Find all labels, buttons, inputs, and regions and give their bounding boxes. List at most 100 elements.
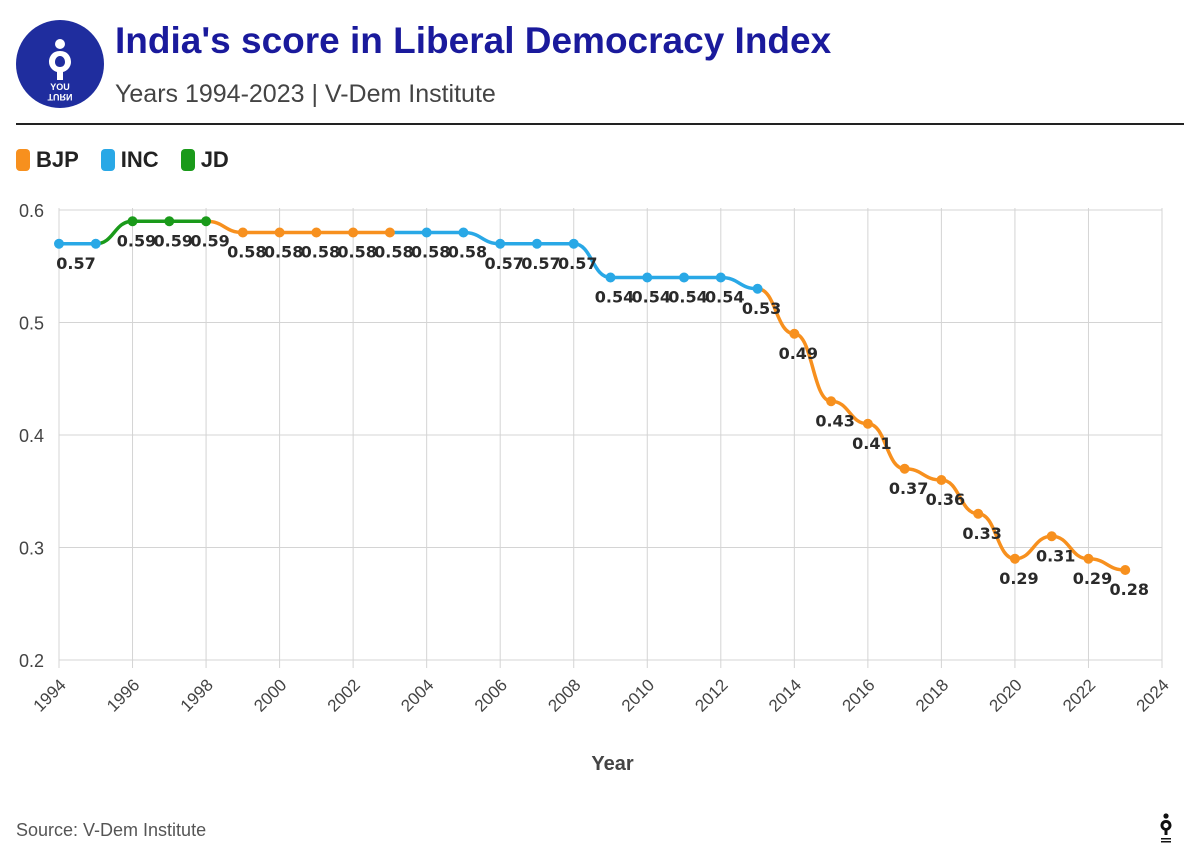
data-label: 0.54 bbox=[595, 288, 634, 307]
x-tick-label: 2022 bbox=[1059, 675, 1099, 715]
data-point bbox=[54, 238, 64, 249]
legend-item-bjp: BJP bbox=[16, 147, 79, 173]
legend-swatch-bjp bbox=[16, 149, 30, 171]
series-line-segment bbox=[866, 422, 907, 471]
series-line-segment bbox=[976, 512, 1017, 561]
data-label: 0.33 bbox=[962, 524, 1001, 543]
x-tick-label: 2002 bbox=[324, 675, 364, 715]
x-tick-label: 2010 bbox=[618, 675, 658, 715]
youturn-logo: YOU TURN bbox=[16, 20, 104, 108]
header-divider bbox=[16, 123, 1184, 125]
data-point bbox=[642, 272, 653, 283]
data-point bbox=[1120, 565, 1131, 575]
y-tick-label: 0.4 bbox=[19, 426, 44, 446]
data-label: 0.59 bbox=[117, 231, 156, 250]
x-tick-label: 2012 bbox=[691, 675, 731, 715]
data-point bbox=[531, 238, 542, 249]
data-label: 0.43 bbox=[815, 411, 854, 430]
y-tick-label: 0.3 bbox=[19, 539, 44, 559]
data-point bbox=[973, 508, 984, 519]
legend-swatch-jd bbox=[180, 149, 195, 171]
data-point bbox=[311, 227, 322, 238]
data-point bbox=[936, 475, 947, 485]
data-point bbox=[421, 227, 432, 238]
data-point bbox=[752, 283, 763, 294]
y-tick-label: 0.5 bbox=[19, 314, 44, 334]
data-label: 0.28 bbox=[1109, 580, 1148, 599]
data-label: 0.57 bbox=[521, 254, 560, 273]
data-point bbox=[568, 238, 579, 249]
x-tick-label: 2016 bbox=[839, 675, 879, 715]
data-label: 0.53 bbox=[742, 299, 781, 318]
chart-legend: BJP INC JD bbox=[16, 147, 229, 173]
x-tick-label: 2006 bbox=[471, 675, 511, 715]
data-point bbox=[458, 227, 469, 238]
data-label: 0.57 bbox=[484, 254, 523, 273]
data-label: 0.58 bbox=[264, 243, 303, 262]
data-point bbox=[274, 227, 285, 238]
data-label: 0.37 bbox=[889, 479, 928, 498]
data-point bbox=[679, 272, 690, 283]
data-label: 0.58 bbox=[301, 243, 340, 262]
source-note: Source: V-Dem Institute bbox=[16, 820, 207, 840]
x-tick-label: 2018 bbox=[912, 675, 952, 715]
data-point bbox=[384, 227, 395, 238]
data-label: 0.54 bbox=[632, 288, 671, 307]
data-label: 0.58 bbox=[411, 243, 450, 262]
data-label: 0.29 bbox=[1073, 569, 1112, 588]
series-line-segment bbox=[755, 287, 797, 336]
data-label: 0.58 bbox=[337, 243, 376, 262]
x-tick-label: 2000 bbox=[250, 675, 290, 715]
data-label: 0.57 bbox=[56, 254, 95, 273]
x-tick-label: 1994 bbox=[30, 675, 70, 715]
data-point bbox=[1009, 553, 1020, 564]
y-tick-label: 0.2 bbox=[19, 651, 44, 671]
data-point bbox=[715, 272, 726, 283]
data-point bbox=[127, 216, 138, 227]
x-tick-label: 2020 bbox=[986, 675, 1026, 715]
data-point bbox=[1083, 553, 1094, 564]
pin-icon bbox=[49, 39, 71, 80]
legend-label-inc: INC bbox=[120, 147, 159, 172]
data-point bbox=[348, 227, 359, 238]
data-label: 0.31 bbox=[1036, 546, 1075, 565]
page-subtitle: Years 1994-2023 | V-Dem Institute bbox=[115, 80, 496, 108]
data-label: 0.54 bbox=[705, 288, 744, 307]
data-label: 0.57 bbox=[558, 254, 597, 273]
legend-label-jd: JD bbox=[200, 147, 229, 172]
page-title: India's score in Liberal Democracy Index bbox=[115, 20, 832, 61]
data-label: 0.59 bbox=[190, 231, 229, 250]
x-tick-label: 2024 bbox=[1133, 675, 1173, 715]
data-point bbox=[789, 328, 800, 339]
data-point bbox=[495, 238, 506, 249]
footer-logo-icon bbox=[1160, 813, 1172, 843]
x-tick-label: 2004 bbox=[397, 675, 437, 715]
data-point bbox=[899, 463, 910, 474]
series-line-segment bbox=[792, 332, 833, 403]
data-point bbox=[605, 272, 616, 283]
data-point bbox=[201, 216, 212, 227]
data-label: 0.59 bbox=[154, 231, 193, 250]
data-point bbox=[90, 238, 101, 249]
legend-item-inc: INC bbox=[100, 147, 159, 173]
legend-item-jd: JD bbox=[180, 147, 229, 173]
data-label: 0.58 bbox=[227, 243, 266, 262]
x-tick-label: 1998 bbox=[177, 675, 217, 715]
data-label: 0.58 bbox=[374, 243, 413, 262]
x-tick-label: 2008 bbox=[544, 675, 584, 715]
data-point bbox=[237, 227, 248, 238]
x-tick-label: 1996 bbox=[103, 675, 143, 715]
data-label: 0.49 bbox=[779, 344, 818, 363]
logo-text-top: YOU bbox=[50, 82, 70, 92]
data-label: 0.41 bbox=[852, 434, 891, 453]
data-point bbox=[164, 216, 175, 227]
data-label: 0.29 bbox=[999, 569, 1038, 588]
data-label: 0.54 bbox=[668, 288, 707, 307]
data-label: 0.58 bbox=[448, 243, 487, 262]
legend-label-bjp: BJP bbox=[36, 147, 79, 172]
data-point bbox=[826, 396, 837, 407]
x-tick-label: 2014 bbox=[765, 675, 805, 715]
y-tick-label: 0.6 bbox=[19, 201, 44, 221]
data-point bbox=[862, 418, 873, 429]
